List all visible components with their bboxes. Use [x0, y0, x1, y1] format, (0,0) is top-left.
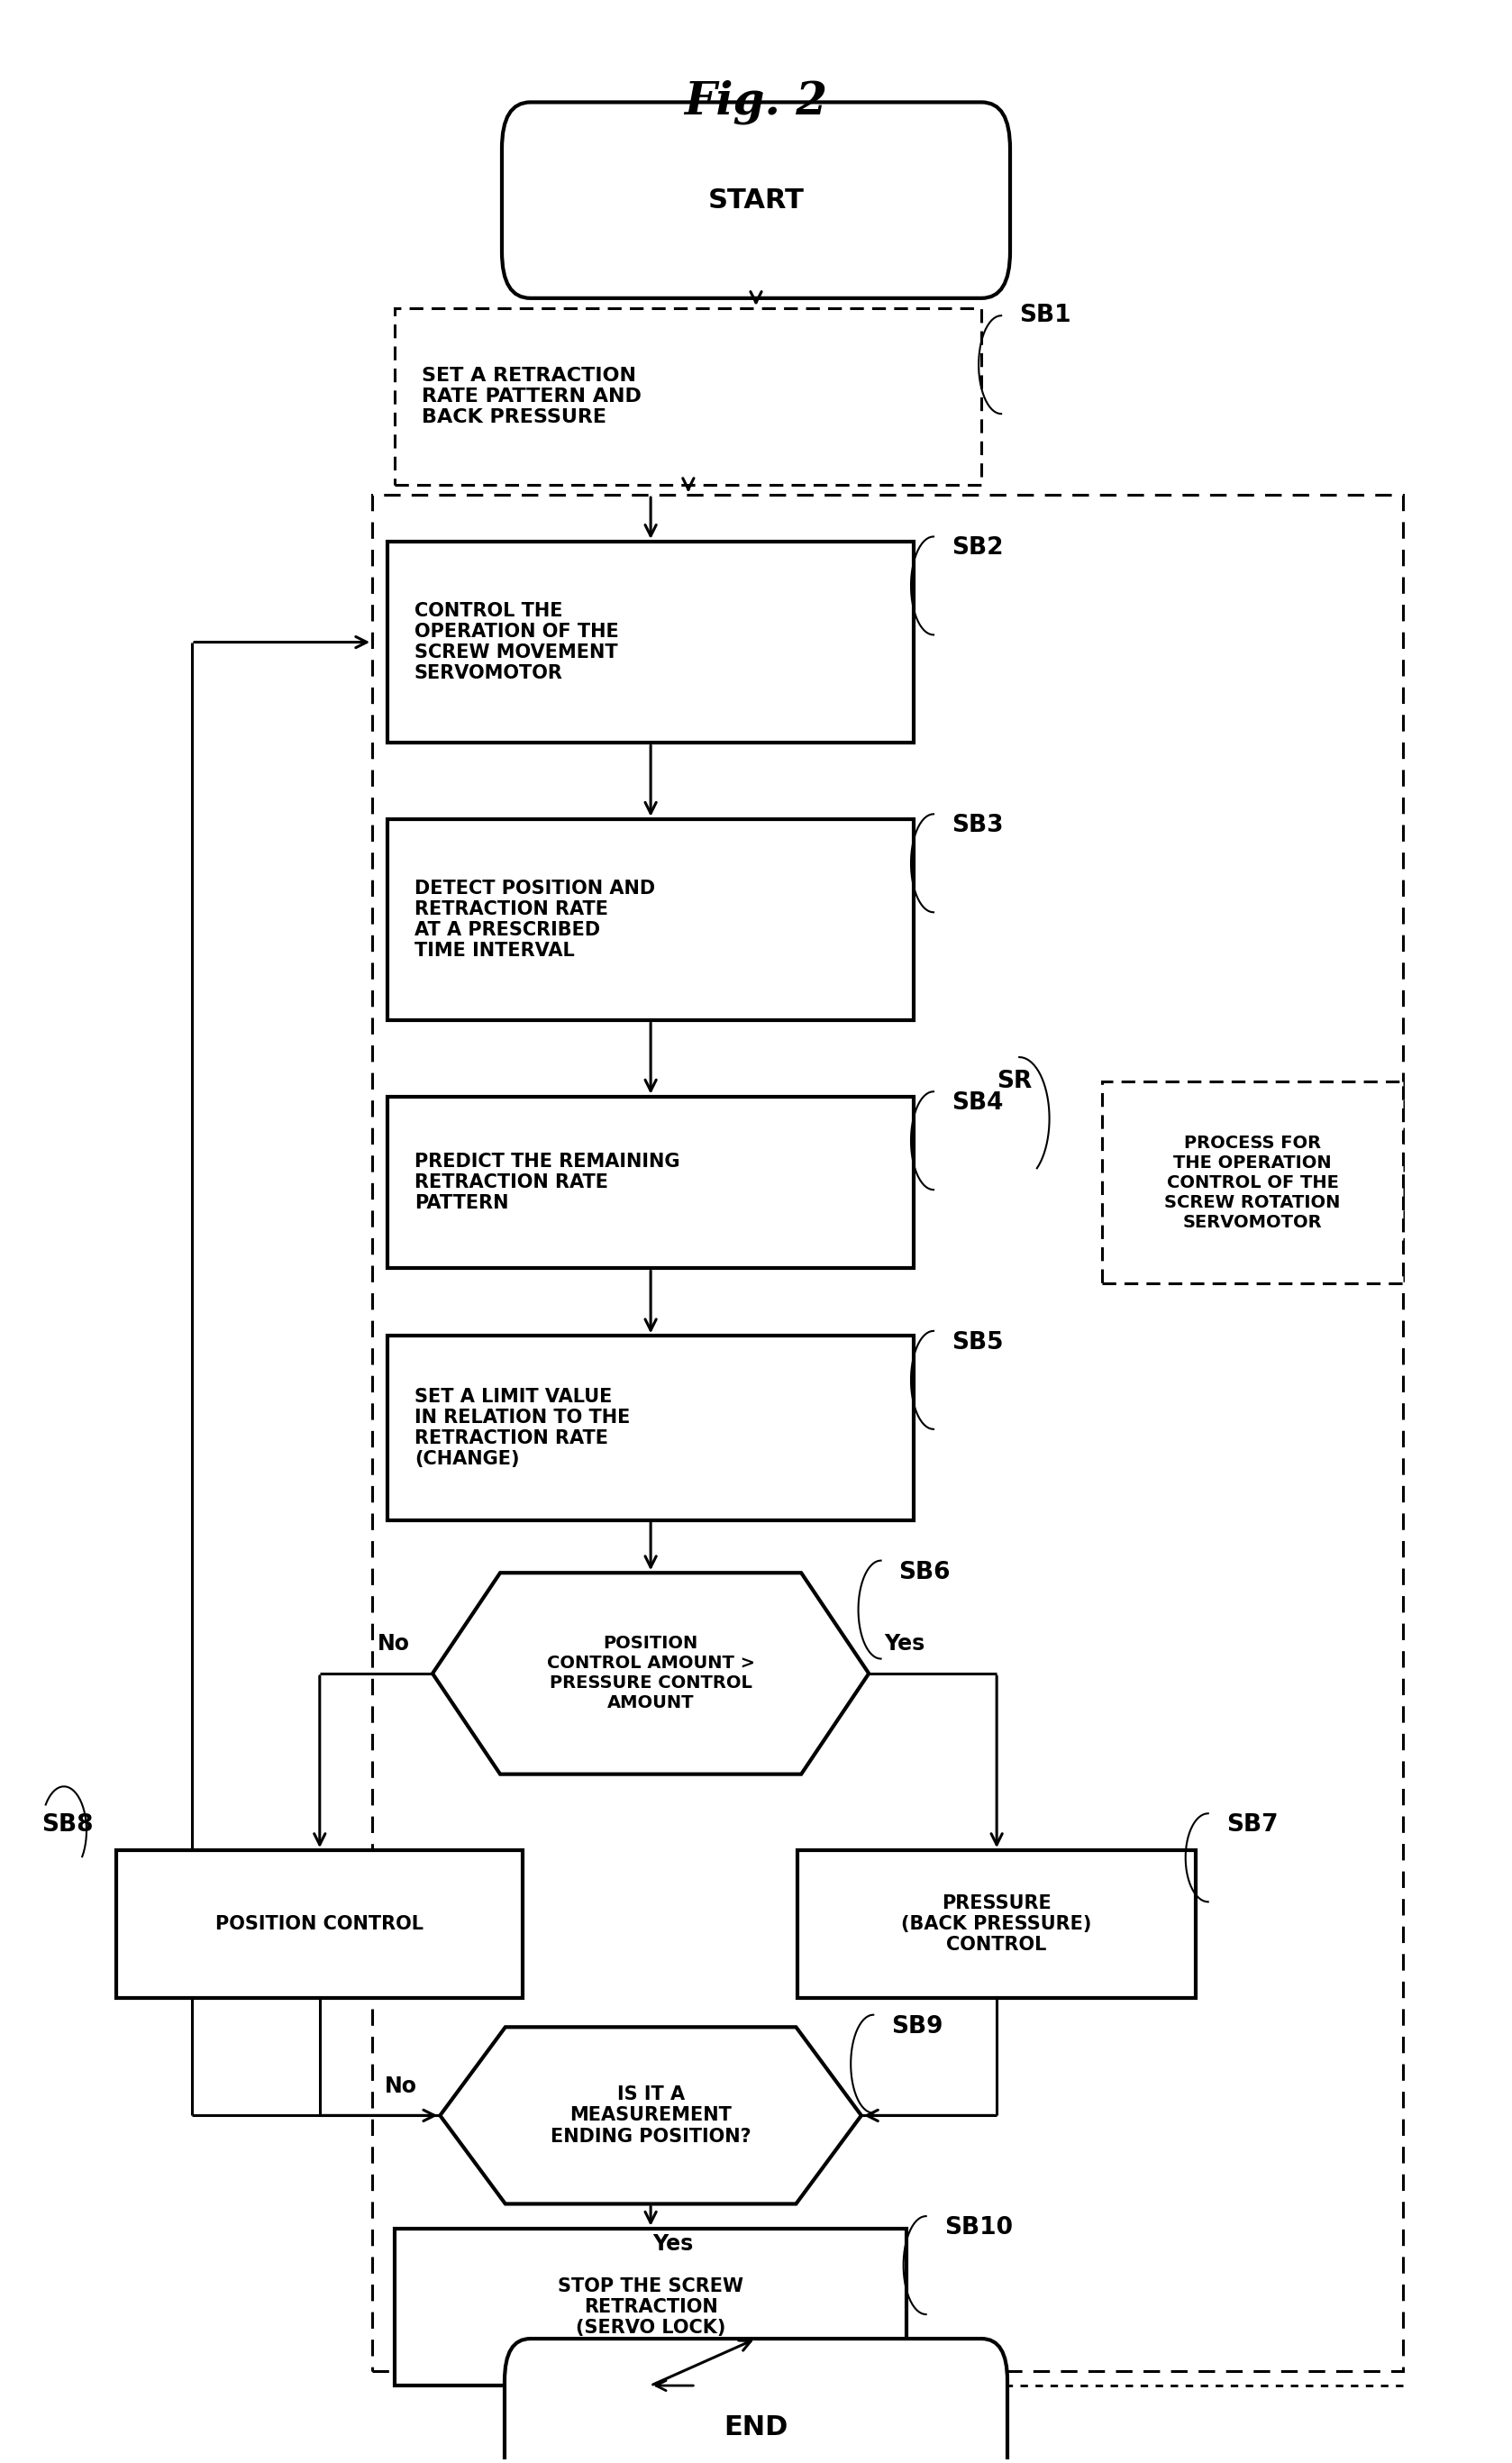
- Bar: [395, 2229, 907, 2387]
- Text: SB8: SB8: [41, 1813, 94, 1837]
- Text: Fig. 2: Fig. 2: [685, 79, 827, 123]
- Text: SB2: SB2: [951, 537, 1004, 559]
- Text: SB10: SB10: [943, 2217, 1013, 2239]
- Text: IS IT A
MEASUREMENT
ENDING POSITION?: IS IT A MEASUREMENT ENDING POSITION?: [550, 2086, 751, 2145]
- Bar: [1102, 1081, 1403, 1283]
- Text: No: No: [386, 2076, 417, 2096]
- Text: Yes: Yes: [885, 1633, 925, 1655]
- Text: Yes: Yes: [653, 2234, 694, 2256]
- Text: DETECT POSITION AND
RETRACTION RATE
AT A PRESCRIBED
TIME INTERVAL: DETECT POSITION AND RETRACTION RATE AT A…: [414, 879, 655, 961]
- Text: SB5: SB5: [951, 1330, 1004, 1355]
- Text: SET A RETRACTION
RATE PATTERN AND
BACK PRESSURE: SET A RETRACTION RATE PATTERN AND BACK P…: [422, 367, 641, 426]
- Polygon shape: [440, 2027, 862, 2204]
- Text: START: START: [708, 187, 804, 214]
- Text: SB3: SB3: [951, 815, 1004, 837]
- Text: STOP THE SCREW
RETRACTION
(SERVO LOCK): STOP THE SCREW RETRACTION (SERVO LOCK): [558, 2278, 744, 2337]
- Text: SB9: SB9: [892, 2015, 943, 2039]
- Text: SB1: SB1: [1019, 303, 1070, 328]
- Text: No: No: [378, 1633, 410, 1655]
- Text: POSITION CONTROL: POSITION CONTROL: [216, 1914, 423, 1933]
- Text: SR: SR: [996, 1069, 1033, 1094]
- Bar: [387, 820, 913, 1020]
- Text: SB4: SB4: [951, 1091, 1004, 1116]
- Text: END: END: [724, 2414, 788, 2441]
- Bar: [116, 1850, 523, 1997]
- Bar: [387, 542, 913, 744]
- Polygon shape: [432, 1574, 869, 1773]
- Text: POSITION
CONTROL AMOUNT >
PRESSURE CONTROL
AMOUNT: POSITION CONTROL AMOUNT > PRESSURE CONTR…: [547, 1635, 754, 1712]
- Bar: [387, 1096, 913, 1268]
- FancyBboxPatch shape: [505, 2340, 1007, 2463]
- Text: SB7: SB7: [1226, 1813, 1278, 1837]
- Text: PREDICT THE REMAINING
RETRACTION RATE
PATTERN: PREDICT THE REMAINING RETRACTION RATE PA…: [414, 1153, 680, 1212]
- Bar: [372, 495, 1403, 2372]
- Text: PROCESS FOR
THE OPERATION
CONTROL OF THE
SCREW ROTATION
SERVOMOTOR: PROCESS FOR THE OPERATION CONTROL OF THE…: [1164, 1133, 1341, 1232]
- Bar: [797, 1850, 1196, 1997]
- Text: SET A LIMIT VALUE
IN RELATION TO THE
RETRACTION RATE
(CHANGE): SET A LIMIT VALUE IN RELATION TO THE RET…: [414, 1387, 631, 1468]
- FancyBboxPatch shape: [502, 103, 1010, 298]
- Text: PRESSURE
(BACK PRESSURE)
CONTROL: PRESSURE (BACK PRESSURE) CONTROL: [901, 1894, 1092, 1953]
- Bar: [395, 308, 981, 485]
- Text: SB6: SB6: [900, 1562, 951, 1584]
- Text: CONTROL THE
OPERATION OF THE
SCREW MOVEMENT
SERVOMOTOR: CONTROL THE OPERATION OF THE SCREW MOVEM…: [414, 601, 618, 682]
- Bar: [387, 1335, 913, 1520]
